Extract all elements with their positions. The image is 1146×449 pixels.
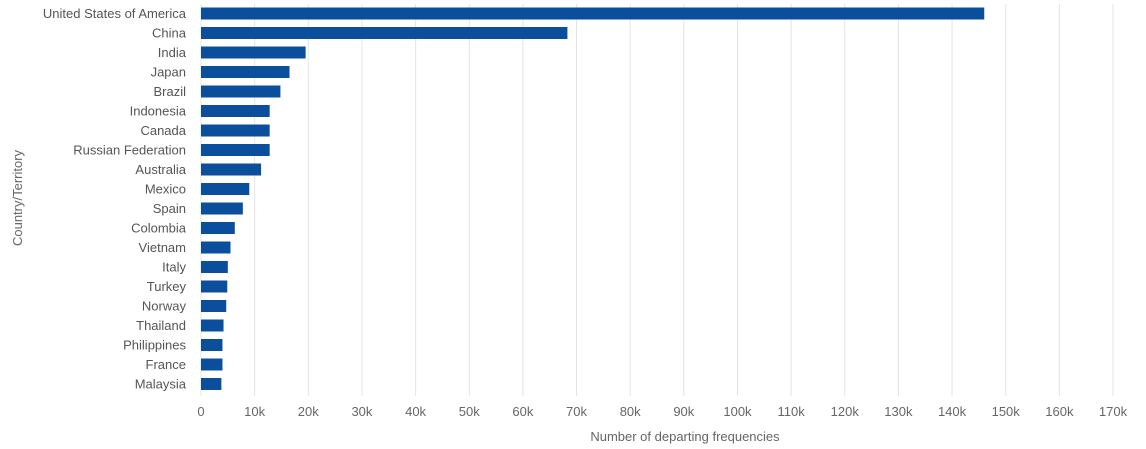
category-label: United States of America	[43, 6, 187, 21]
category-label: Colombia	[131, 221, 187, 236]
x-tick-label: 100k	[723, 404, 752, 419]
x-tick-label: 160k	[1045, 404, 1074, 419]
x-tick-label: 20k	[298, 404, 319, 419]
category-label: Indonesia	[130, 104, 187, 119]
category-label: Norway	[142, 299, 187, 314]
category-label: Japan	[151, 65, 186, 80]
bar[interactable]	[201, 202, 243, 215]
x-tick-label: 110k	[778, 404, 806, 419]
category-labels: United States of America China India Japan B…	[43, 6, 187, 392]
x-tick-label: 10k	[244, 404, 265, 419]
category-label: Philippines	[123, 338, 186, 353]
x-tick-label: 130k	[884, 404, 913, 419]
bar[interactable]	[201, 241, 231, 254]
x-tick-labels: 0 10k 20k 30k 40k 50k 60k 70k 80k 90k 100k 110k 120k…	[197, 404, 1127, 419]
bar[interactable]	[201, 163, 262, 176]
category-label: Malaysia	[135, 377, 187, 392]
x-tick-label: 170k	[1099, 404, 1128, 419]
category-label: Russian Federation	[73, 143, 186, 158]
bar[interactable]	[201, 7, 985, 20]
bar[interactable]	[201, 144, 270, 156]
bar[interactable]	[201, 66, 290, 78]
bar[interactable]	[201, 261, 228, 273]
x-tick-label: 150k	[992, 404, 1021, 419]
bar[interactable]	[201, 124, 270, 137]
bar[interactable]	[201, 378, 222, 390]
bar[interactable]	[201, 85, 281, 98]
category-label: Vietnam	[139, 240, 186, 255]
category-label: France	[146, 357, 186, 372]
category-label: India	[158, 45, 187, 60]
x-tick-label: 0	[197, 404, 204, 419]
x-tick-label: 120k	[831, 404, 860, 419]
gridlines	[200, 4, 1114, 396]
x-tick-label: 80k	[620, 404, 641, 419]
bar[interactable]	[201, 27, 568, 39]
x-tick-label: 140k	[938, 404, 967, 419]
x-tick-label: 70k	[566, 404, 587, 419]
category-label: Brazil	[153, 84, 186, 99]
x-tick-label: 30k	[351, 404, 372, 419]
bars	[201, 7, 985, 390]
category-label: China	[152, 26, 187, 41]
x-tick-label: 60k	[512, 404, 533, 419]
category-label: Australia	[135, 162, 186, 177]
bar[interactable]	[201, 339, 223, 351]
bar[interactable]	[201, 358, 223, 371]
category-label: Mexico	[145, 182, 186, 197]
x-tick-label: 90k	[673, 404, 694, 419]
x-tick-label: 40k	[405, 404, 426, 419]
bar[interactable]	[201, 222, 235, 234]
category-label: Turkey	[147, 279, 187, 294]
bar[interactable]	[201, 105, 270, 117]
bar[interactable]	[201, 280, 228, 293]
category-label: Thailand	[136, 318, 186, 333]
category-label: Canada	[140, 123, 186, 138]
x-tick-label: 50k	[459, 404, 480, 419]
category-label: Italy	[162, 260, 186, 275]
x-axis-title: Number of departing frequencies	[590, 429, 780, 444]
category-label: Spain	[153, 201, 186, 216]
bar[interactable]	[201, 319, 224, 332]
bar[interactable]	[201, 46, 306, 59]
bar[interactable]	[201, 183, 250, 195]
bar[interactable]	[201, 300, 227, 312]
y-axis-title: Country/Territory	[10, 149, 25, 246]
